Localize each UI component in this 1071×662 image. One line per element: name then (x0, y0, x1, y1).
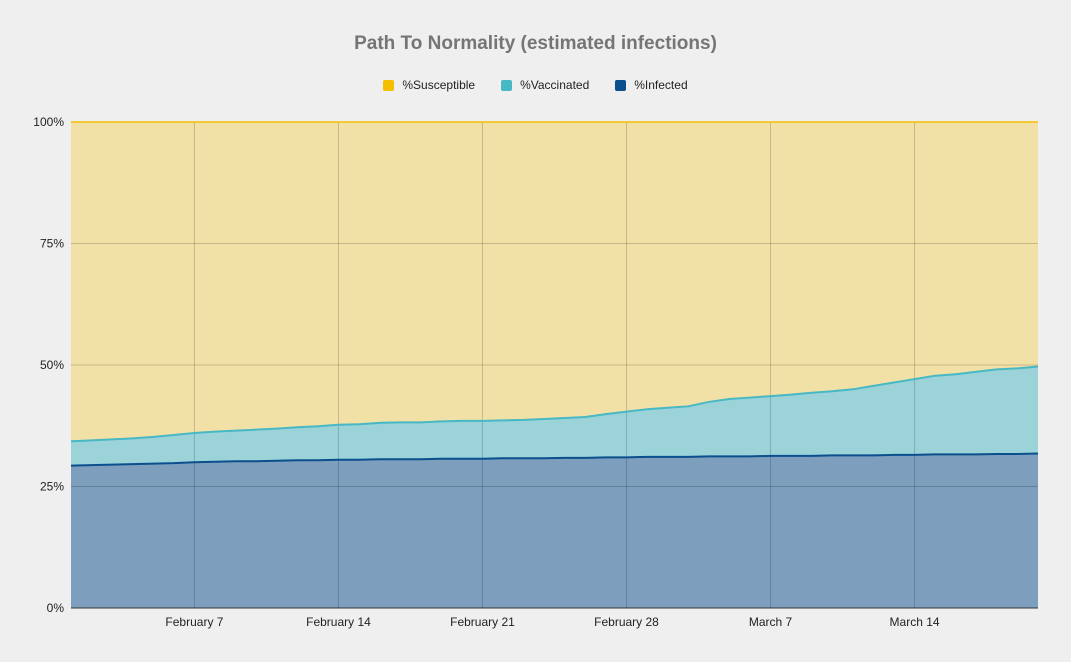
legend: %Susceptible %Vaccinated %Infected (0, 78, 1071, 92)
legend-label-vaccinated: %Vaccinated (520, 78, 590, 92)
area-vaccinated (71, 366, 1038, 466)
legend-item-susceptible[interactable]: %Susceptible (383, 78, 475, 92)
legend-swatch-vaccinated (501, 79, 513, 91)
y-tick-label: 75% (40, 237, 64, 251)
area-infected (71, 453, 1038, 608)
legend-label-susceptible: %Susceptible (402, 78, 476, 92)
legend-item-vaccinated[interactable]: %Vaccinated (501, 78, 589, 92)
y-tick-label: 0% (47, 601, 65, 615)
y-tick-label: 100% (33, 115, 64, 129)
legend-label-infected: %Infected (634, 78, 688, 92)
legend-swatch-infected (615, 79, 627, 91)
x-tick-label: February 14 (306, 615, 371, 629)
y-tick-label: 50% (40, 358, 64, 372)
x-tick-label: March 14 (890, 615, 940, 629)
line-infected (70, 452, 1039, 467)
x-tick-label: February 21 (450, 615, 515, 629)
legend-swatch-susceptible (383, 79, 395, 91)
x-tick-label: February 28 (594, 615, 659, 629)
area-susceptible (71, 122, 1038, 442)
x-tick-label: February 7 (165, 615, 223, 629)
legend-item-infected[interactable]: %Infected (615, 78, 688, 92)
line-vaccinated (70, 365, 1039, 443)
y-tick-label: 25% (40, 480, 64, 494)
x-tick-label: March 7 (749, 615, 793, 629)
chart-title: Path To Normality (estimated infections) (354, 33, 717, 54)
